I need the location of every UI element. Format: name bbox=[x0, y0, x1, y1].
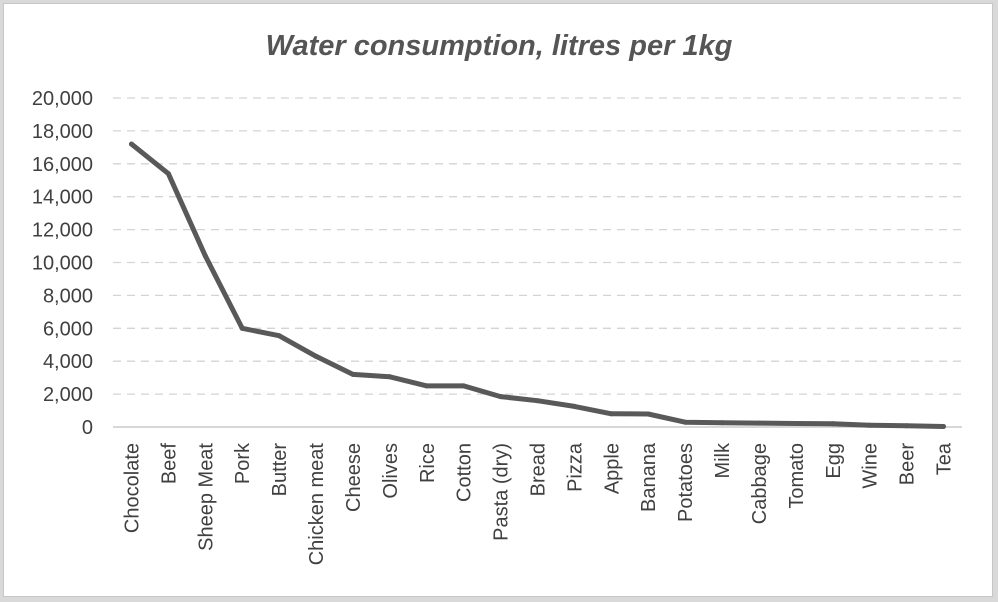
x-tick-label: Milk bbox=[712, 442, 734, 479]
gridlines bbox=[113, 97, 962, 395]
y-tick-label: 10,000 bbox=[32, 253, 93, 275]
x-tick-label: Olives bbox=[380, 443, 402, 499]
data-point bbox=[498, 394, 504, 400]
data-point bbox=[682, 419, 688, 425]
series-line bbox=[129, 141, 946, 429]
data-point bbox=[608, 411, 614, 417]
y-tick-label: 2,000 bbox=[43, 384, 93, 406]
y-tick-label: 8,000 bbox=[43, 285, 93, 307]
y-axis-ticks: 0 2,000 4,000 6,000 8,000 10,000 12,000 14,000 1… bbox=[32, 88, 93, 439]
data-point bbox=[350, 371, 356, 377]
data-point bbox=[941, 424, 946, 429]
data-point bbox=[867, 422, 873, 428]
y-tick-label: 16,000 bbox=[32, 154, 93, 176]
x-tick-label: Tea bbox=[934, 442, 956, 475]
y-tick-label: 18,000 bbox=[32, 121, 93, 143]
data-point bbox=[535, 398, 540, 404]
x-tick-label: Chicken meat bbox=[306, 443, 328, 566]
data-point bbox=[387, 374, 393, 380]
data-point bbox=[571, 403, 577, 409]
x-tick-label: Chocolate bbox=[121, 443, 143, 533]
chart-title: Water consumption, litres per 1kg bbox=[266, 30, 733, 62]
x-tick-label: Sheep Meat bbox=[195, 443, 217, 551]
x-tick-label: Butter bbox=[269, 443, 291, 497]
y-tick-label: 6,000 bbox=[43, 318, 93, 340]
data-point bbox=[424, 383, 430, 389]
x-tick-label: Beer bbox=[897, 443, 919, 486]
line-chart: Water consumption, litres per 1kg 0 2,000… bbox=[32, 30, 962, 565]
series-layer bbox=[129, 141, 946, 429]
y-tick-label: 20,000 bbox=[32, 88, 93, 110]
x-tick-label: Egg bbox=[823, 443, 845, 479]
chart-frame: Water consumption, litres per 1kg 0 2,000… bbox=[3, 3, 993, 597]
x-tick-label: Banana bbox=[638, 442, 660, 512]
x-tick-label: Potatoes bbox=[675, 443, 697, 522]
x-tick-label: Apple bbox=[601, 443, 623, 494]
data-point bbox=[645, 411, 651, 417]
data-point bbox=[129, 141, 134, 147]
data-point bbox=[202, 253, 208, 259]
y-tick-label: 0 bbox=[82, 417, 93, 439]
y-tick-label: 14,000 bbox=[32, 187, 93, 209]
x-tick-label: Cheese bbox=[343, 443, 365, 512]
y-tick-label: 4,000 bbox=[43, 351, 93, 373]
data-point bbox=[756, 420, 762, 426]
x-tick-label: Pasta (dry) bbox=[491, 443, 513, 541]
data-point bbox=[719, 420, 725, 426]
data-point bbox=[830, 421, 836, 427]
data-point bbox=[793, 421, 799, 426]
x-tick-label: Pizza bbox=[564, 442, 586, 492]
x-tick-label: Tomato bbox=[786, 443, 808, 509]
x-tick-label: Cabbage bbox=[749, 443, 771, 524]
data-point bbox=[461, 383, 467, 389]
x-axis-ticks: Chocolate Beef Sheep Meat Pork Butter Chicken… bbox=[121, 442, 955, 565]
x-tick-label: Wine bbox=[860, 443, 882, 489]
x-tick-label: Cotton bbox=[454, 443, 476, 502]
x-tick-label: Bread bbox=[528, 443, 550, 496]
data-point bbox=[239, 325, 245, 331]
x-tick-label: Pork bbox=[232, 442, 254, 484]
data-point bbox=[165, 171, 171, 177]
data-point bbox=[276, 333, 282, 339]
y-tick-label: 12,000 bbox=[32, 220, 93, 242]
x-tick-label: Beef bbox=[158, 443, 180, 485]
data-point bbox=[904, 423, 910, 429]
x-tick-label: Rice bbox=[417, 443, 439, 483]
data-point bbox=[313, 353, 319, 359]
